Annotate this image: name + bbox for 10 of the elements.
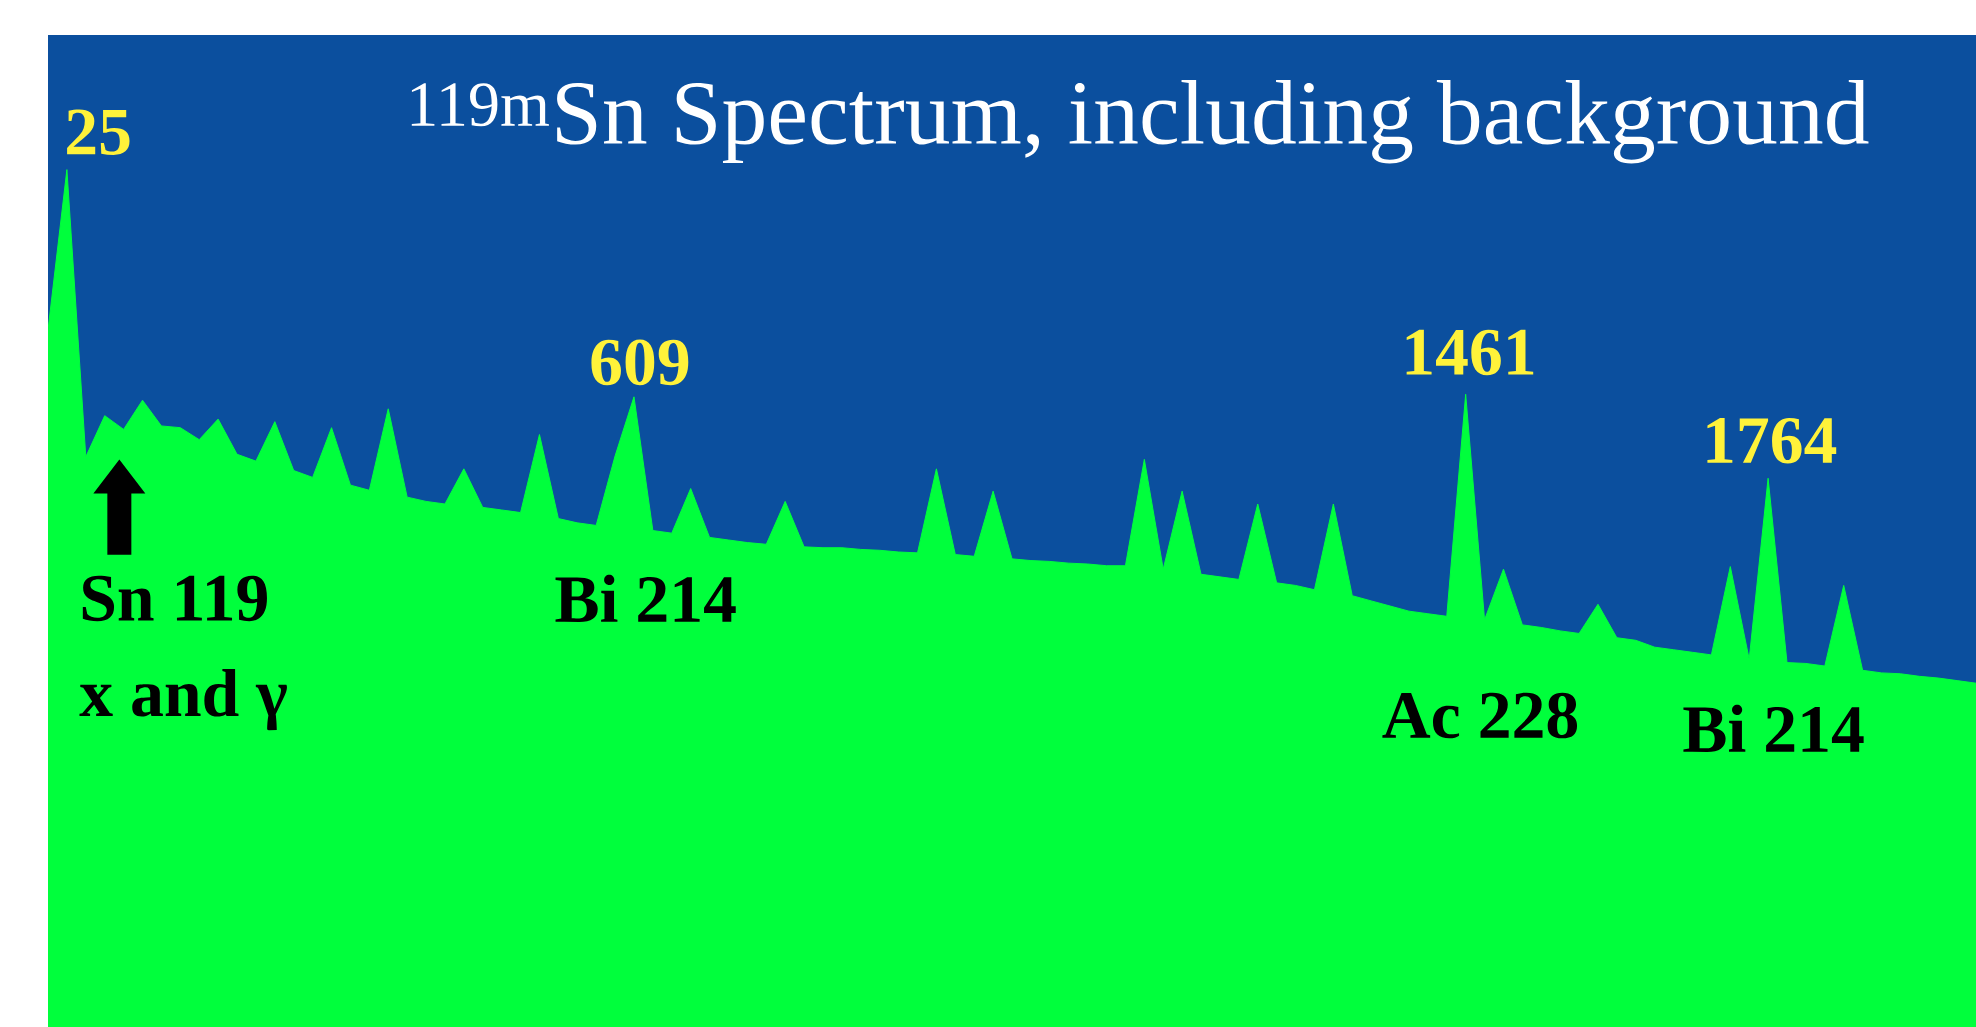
annotation: Bi 214: [1683, 704, 1864, 752]
annotation: Sn 119: [82, 575, 267, 622]
annotation: x and γ: [79, 668, 287, 731]
annotation: 1764: [1707, 417, 1837, 464]
annotation: 609: [591, 339, 689, 386]
annotation: 1461: [1406, 329, 1534, 376]
annotation: Ac 228: [1382, 692, 1578, 739]
annotation: Bi 214: [555, 574, 736, 623]
chart-title: $^{119m}$Sn Spectrum, including background: [411, 80, 1869, 164]
text: 25: [67, 109, 130, 155]
